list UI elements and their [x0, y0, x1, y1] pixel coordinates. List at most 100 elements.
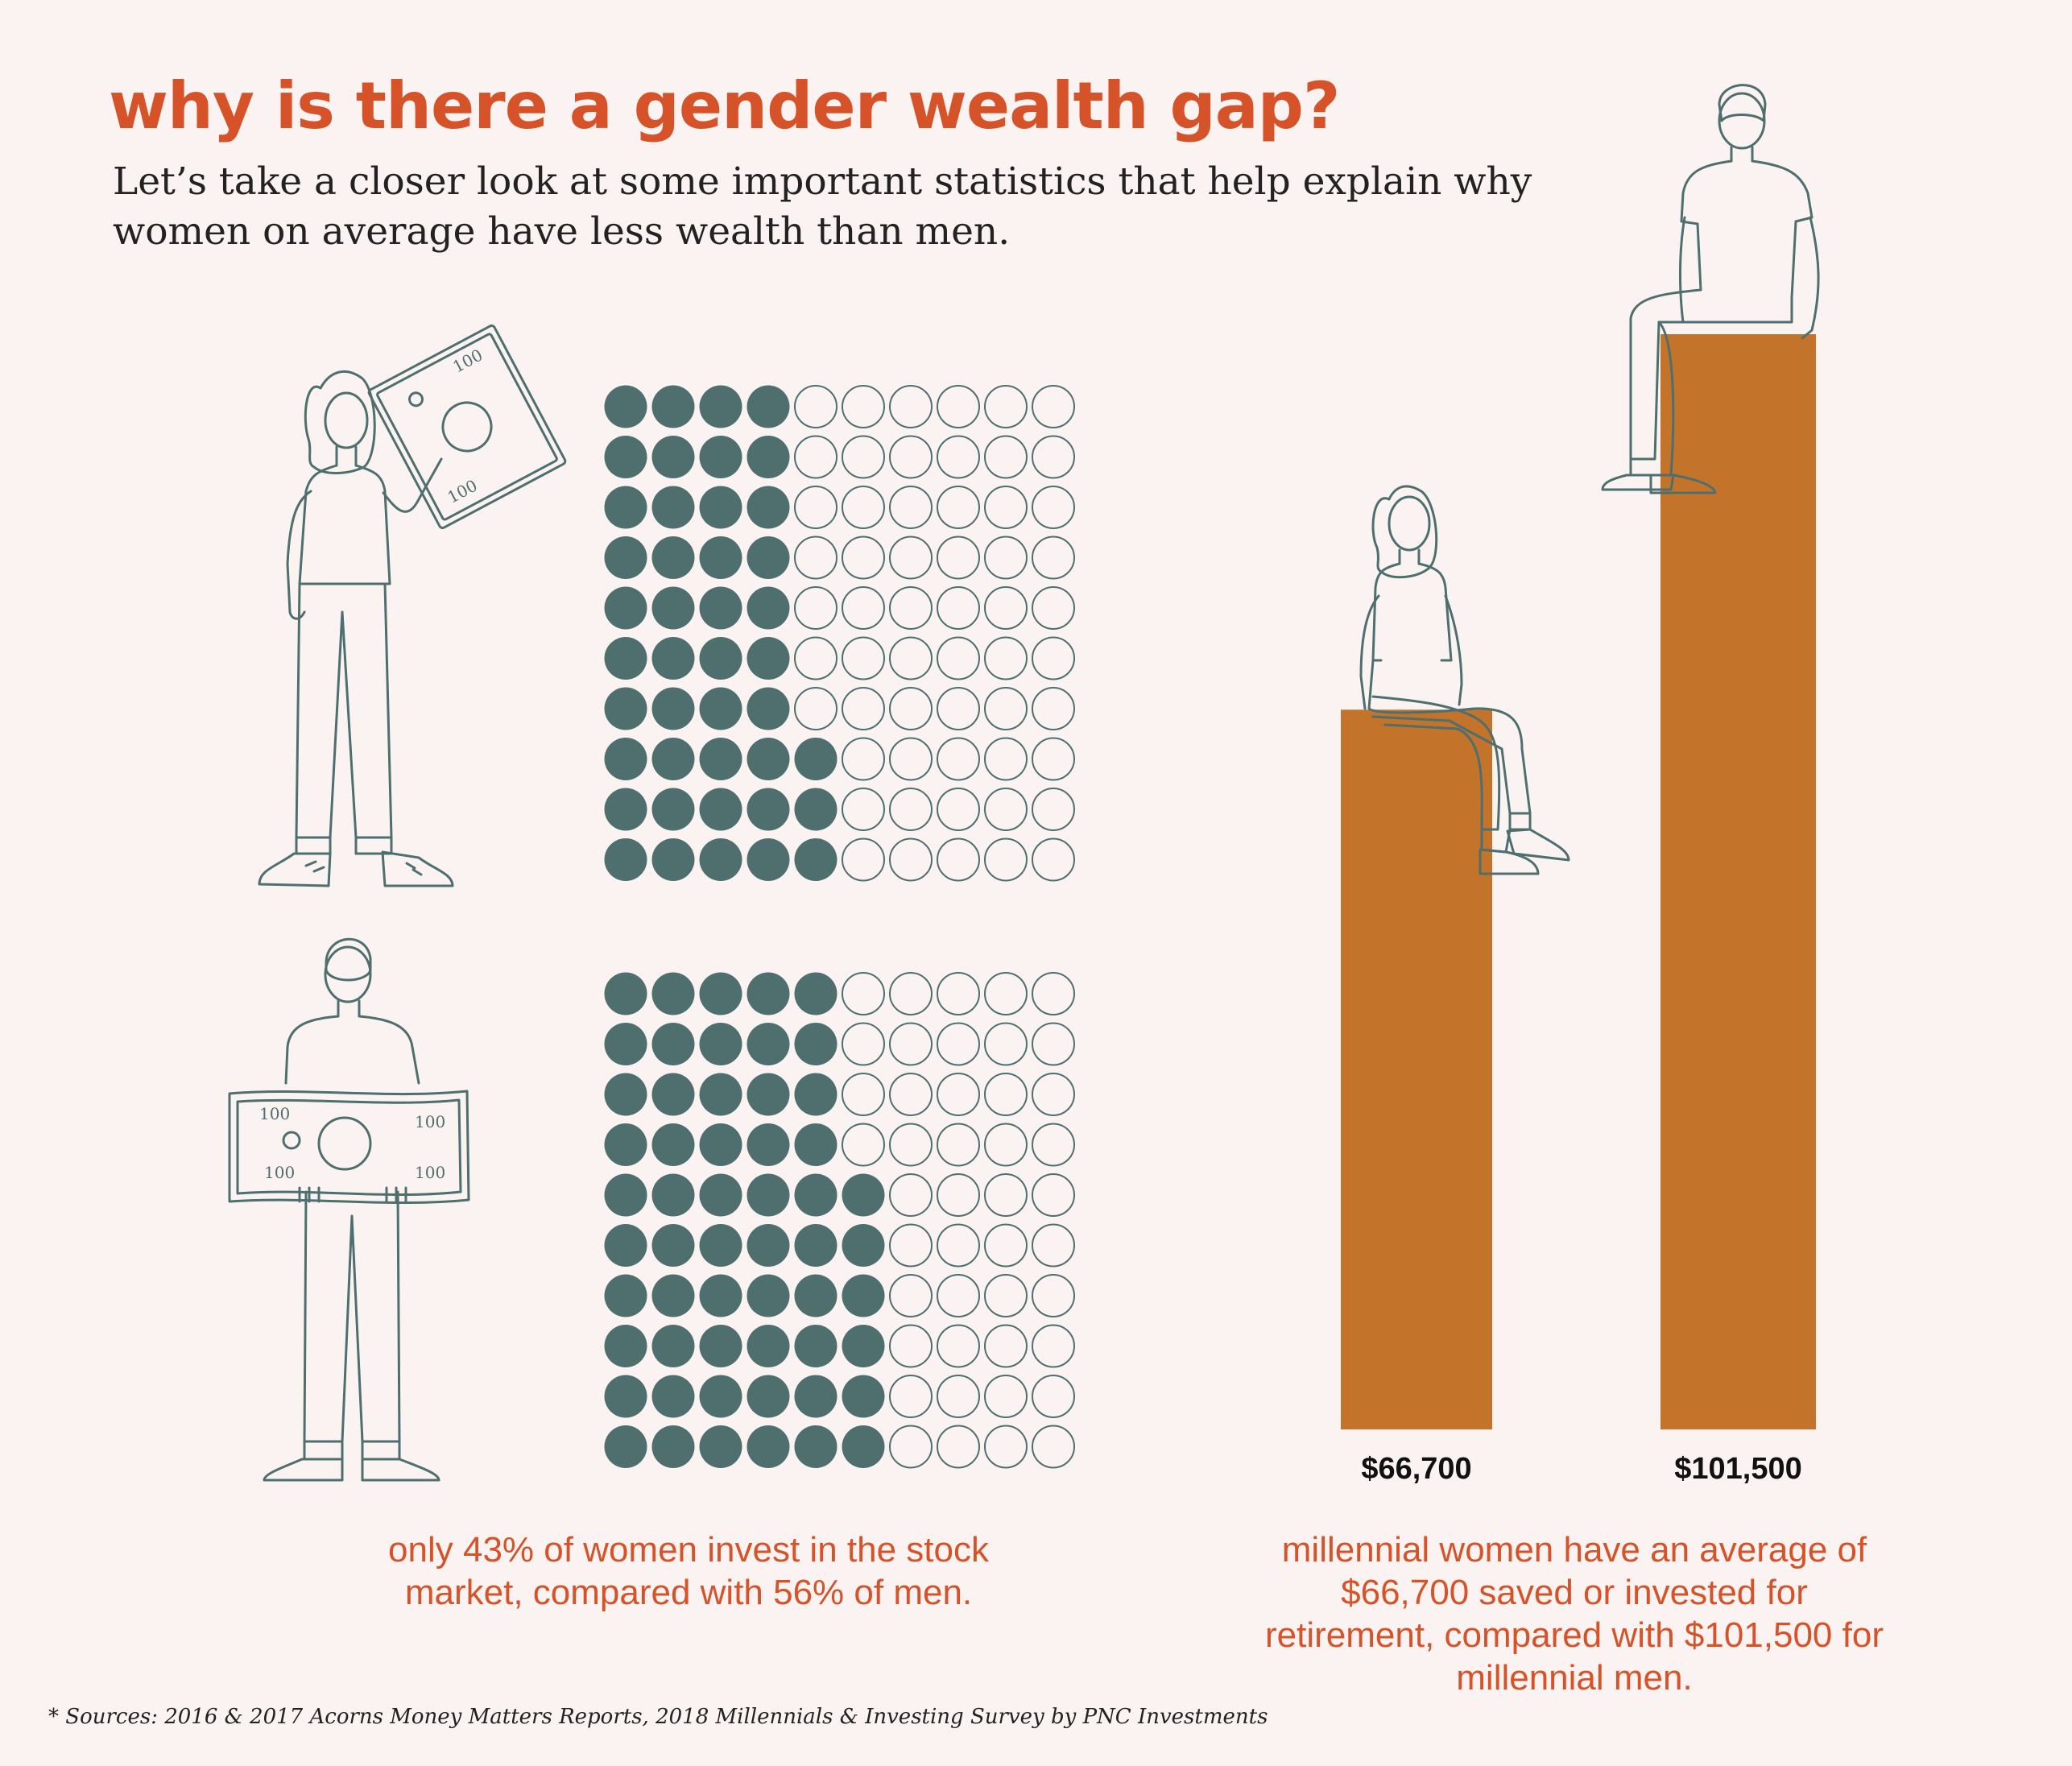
dollar-bill-icon: 100 100: [367, 324, 567, 530]
waffle-dot-empty: [889, 636, 933, 680]
waffle-dot-filled: [604, 536, 647, 579]
man-holding-bill-icon: [263, 937, 440, 1482]
waffle-dot-empty: [1032, 1425, 1075, 1469]
waffle-dot-filled: [651, 1173, 695, 1217]
waffle-dot-filled: [699, 1023, 742, 1065]
waffle-dot-filled: [651, 385, 695, 428]
waffle-dot-empty: [1032, 636, 1075, 680]
waffle-dot-empty: [1032, 385, 1075, 428]
waffle-dot-filled: [651, 1023, 695, 1065]
bar-women: [1341, 709, 1492, 1429]
waffle-dot-filled: [794, 838, 837, 881]
waffle-dot-filled: [604, 738, 647, 780]
waffle-dot-empty: [889, 435, 933, 479]
waffle-dot-filled: [604, 1425, 647, 1468]
waffle-dot-filled: [746, 788, 790, 831]
waffle-dot-filled: [651, 1073, 695, 1116]
waffle-dot-filled: [699, 486, 742, 529]
waffle-dot-empty: [937, 1022, 980, 1066]
waffle-dot-empty: [842, 435, 885, 479]
waffle-dot-filled: [651, 637, 695, 680]
waffle-dot-filled: [604, 687, 647, 730]
page-subtitle: Let’s take a closer look at some importa…: [113, 159, 1532, 254]
waffle-dot-empty: [842, 586, 885, 630]
waffle-dot-empty: [889, 1022, 933, 1066]
waffle-dot-filled: [746, 687, 790, 730]
waffle-dot-filled: [651, 1123, 695, 1166]
waffle-dot-empty: [1032, 1022, 1075, 1066]
woman-sitting-icon: [1359, 485, 1570, 875]
waffle-dot-empty: [984, 1223, 1028, 1268]
waffle-dot-filled: [794, 1023, 837, 1065]
page-title: why is there a gender wealth gap?: [109, 68, 1340, 143]
waffle-dot-empty: [889, 1223, 933, 1268]
waffle-dot-filled: [604, 838, 647, 881]
waffle-dot-empty: [889, 687, 933, 730]
waffle-dot-filled: [651, 486, 695, 529]
waffle-dot-filled: [842, 1274, 885, 1317]
waffle-dot-empty: [889, 972, 933, 1015]
waffle-dot-empty: [984, 972, 1028, 1015]
bill-denomination: 100: [264, 1163, 295, 1182]
waffle-dot-filled: [699, 1073, 742, 1116]
waffle-dot-filled: [651, 687, 695, 730]
waffle-dot-filled: [604, 1123, 647, 1166]
waffle-dot-filled: [842, 1375, 885, 1418]
waffle-dot-filled: [746, 637, 790, 680]
waffle-dot-filled: [746, 1123, 790, 1166]
waffle-dot-empty: [1032, 1375, 1075, 1418]
waffle-dot-empty: [984, 1375, 1028, 1418]
waffle-dot-empty: [889, 1425, 933, 1469]
waffle-dot-empty: [937, 1274, 980, 1317]
waffle-dot-empty: [937, 737, 980, 781]
waffle-dot-empty: [889, 1375, 933, 1418]
waffle-dot-empty: [842, 636, 885, 680]
waffle-dot-empty: [842, 536, 885, 580]
waffle-dot-empty: [842, 972, 885, 1015]
waffle-dot-filled: [746, 586, 790, 630]
caption-stock-market: only 43% of women invest in the stock ma…: [388, 1530, 989, 1612]
waffle-dot-empty: [1032, 536, 1075, 580]
waffle-dot-filled: [604, 1274, 647, 1317]
woman-holding-bill-icon: [258, 370, 454, 887]
waffle-dot-filled: [651, 738, 695, 780]
waffle-dot-filled: [699, 1425, 742, 1468]
waffle-dot-filled: [794, 1073, 837, 1116]
waffle-dot-filled: [651, 1425, 695, 1468]
waffle-chart-men: [604, 972, 1075, 1469]
waffle-dot-empty: [1032, 435, 1075, 479]
waffle-dot-filled: [794, 788, 837, 831]
waffle-dot-filled: [794, 1274, 837, 1317]
waffle-dot-filled: [651, 972, 695, 1015]
waffle-dot-empty: [984, 435, 1028, 479]
waffle-dot-empty: [937, 838, 980, 882]
waffle-dot-empty: [794, 435, 837, 479]
waffle-dot-filled: [699, 1224, 742, 1267]
waffle-dot-empty: [937, 1123, 980, 1167]
bill-denomination: 100: [415, 1112, 445, 1131]
waffle-dot-empty: [889, 1073, 933, 1116]
waffle-dot-filled: [699, 436, 742, 478]
waffle-dot-filled: [699, 838, 742, 881]
waffle-dot-empty: [794, 636, 837, 680]
waffle-dot-filled: [604, 637, 647, 680]
waffle-dot-empty: [1032, 838, 1075, 882]
waffle-dot-filled: [604, 436, 647, 478]
bar-men: [1660, 334, 1816, 1429]
waffle-dot-empty: [889, 838, 933, 882]
waffle-dot-filled: [746, 536, 790, 579]
waffle-dot-empty: [1032, 788, 1075, 831]
waffle-dot-empty: [794, 385, 837, 428]
waffle-dot-empty: [794, 536, 837, 580]
waffle-dot-filled: [794, 1123, 837, 1166]
waffle-dot-empty: [1032, 1324, 1075, 1368]
waffle-dot-filled: [794, 972, 837, 1015]
waffle-dot-empty: [984, 788, 1028, 831]
waffle-dot-filled: [604, 972, 647, 1015]
bar-value-label: $101,500: [1674, 1452, 1802, 1486]
waffle-dot-empty: [984, 1173, 1028, 1217]
waffle-dot-filled: [746, 1325, 790, 1367]
caption-retirement-savings: millennial women have an average of $66,…: [1265, 1530, 1884, 1698]
waffle-dot-empty: [889, 1123, 933, 1167]
bill-denomination: 100: [415, 1163, 445, 1182]
